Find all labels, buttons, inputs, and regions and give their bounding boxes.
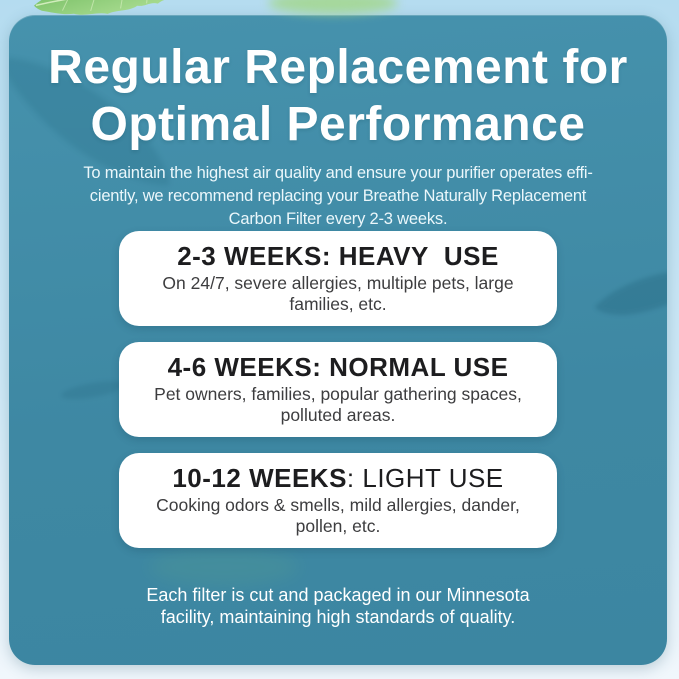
card-description-heavy: On 24/7, severe allergies, multiple pets…	[162, 273, 514, 314]
mint-leaf-top-blurred-icon	[268, 0, 398, 14]
leaf-glow-bottom-icon	[149, 548, 299, 586]
card-heading-normal: 4-6 WEEKS: NORMAL USE	[119, 352, 557, 382]
card-description-normal: Pet owners, families, popular gathering …	[154, 384, 522, 425]
intro-paragraph: To maintain the highest air quality and …	[83, 164, 593, 228]
leaf-shadow-right-icon	[594, 271, 667, 315]
facility-note: Each filter is cut and packaged in our M…	[146, 585, 530, 627]
usage-card-light: 10-12 WEEKS: LIGHT USE Cooking odors & s…	[119, 453, 557, 548]
card-heading-regular: : LIGHT USE	[346, 463, 504, 493]
usage-card-list: 2-3 WEEKS: HEAVY USE On 24/7, severe all…	[9, 231, 667, 548]
card-heading-bold: 4-6 WEEKS: NORMAL USE	[167, 352, 509, 382]
card-heading-light: 10-12 WEEKS: LIGHT USE	[119, 463, 557, 493]
mint-leaf-top-left-icon	[34, 0, 178, 15]
page-title: Regular Replacement for Optimal Performa…	[19, 39, 657, 153]
title-line-2: Optimal Performance	[90, 98, 586, 151]
content-panel: Regular Replacement for Optimal Performa…	[9, 15, 667, 665]
usage-card-normal: 4-6 WEEKS: NORMAL USE Pet owners, famili…	[119, 342, 557, 437]
card-heading-bold: 2-3 WEEKS: HEAVY USE	[177, 241, 499, 271]
usage-card-heavy: 2-3 WEEKS: HEAVY USE On 24/7, severe all…	[119, 231, 557, 326]
leaf-shadow-top-left-icon	[9, 57, 170, 186]
title-line-1: Regular Replacement for	[48, 41, 628, 94]
card-heading-bold: 10-12 WEEKS	[172, 463, 347, 493]
card-heading-heavy: 2-3 WEEKS: HEAVY USE	[119, 241, 557, 271]
card-description-light: Cooking odors & smells, mild allergies, …	[156, 495, 520, 536]
